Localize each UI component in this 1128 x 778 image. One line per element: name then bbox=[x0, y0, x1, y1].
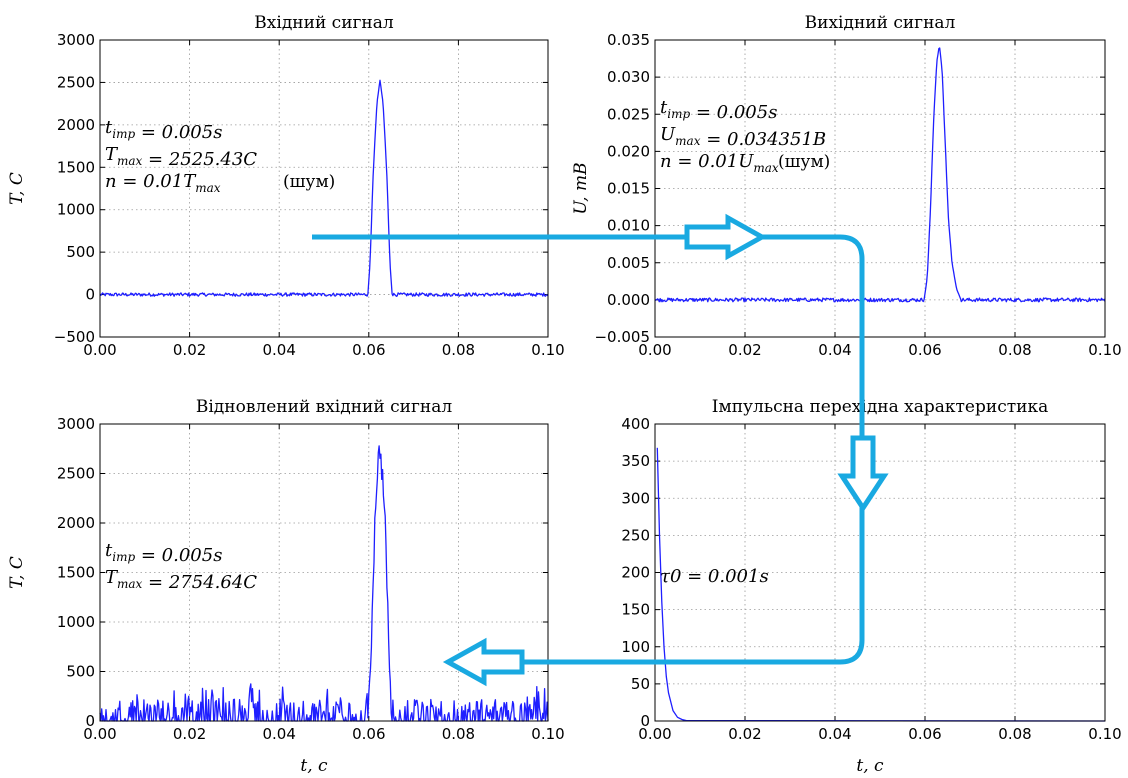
y-tick-label: 3000 bbox=[57, 31, 95, 49]
chart-title: Вхідний сигнал bbox=[254, 13, 394, 33]
y-tick-label: 1000 bbox=[57, 201, 95, 219]
x-tick-label: 0.08 bbox=[442, 341, 475, 359]
y-tick-label: 0.000 bbox=[607, 291, 650, 309]
x-tick-label: 0.04 bbox=[262, 725, 295, 743]
x-tick-label: 0.10 bbox=[1088, 725, 1121, 743]
y-tick-label: 0.010 bbox=[607, 217, 650, 235]
x-axis-label: t, c bbox=[300, 756, 328, 776]
y-tick-label: 350 bbox=[621, 452, 650, 470]
y-tick-label: 400 bbox=[621, 415, 650, 433]
y-tick-label: 0 bbox=[85, 712, 95, 730]
annotation: Tmax = 2754.64C bbox=[105, 567, 257, 593]
arrow-left-icon bbox=[442, 637, 525, 687]
y-axis-label: U, mB bbox=[571, 162, 591, 214]
y-tick-label: 250 bbox=[621, 526, 650, 544]
x-tick-label: 0.06 bbox=[352, 725, 385, 743]
y-tick-label: 0 bbox=[85, 286, 95, 304]
chart-title: Імпульсна перехідна характеристика bbox=[712, 397, 1048, 417]
plot-frame bbox=[99, 39, 549, 338]
y-tick-label: 200 bbox=[621, 564, 650, 582]
x-tick-label: 0.04 bbox=[818, 341, 851, 359]
x-tick-label: 0.06 bbox=[352, 341, 385, 359]
flow-arrows bbox=[312, 213, 889, 687]
y-tick-label: 300 bbox=[621, 489, 650, 507]
annotation: n = 0.01Tmax bbox=[105, 171, 221, 195]
x-tick-label: 0.04 bbox=[818, 725, 851, 743]
x-tick-label: 0.00 bbox=[638, 341, 671, 359]
x-tick-label: 0.06 bbox=[908, 341, 941, 359]
y-tick-label: 1000 bbox=[57, 613, 95, 631]
x-tick-label: 0.00 bbox=[83, 725, 116, 743]
chart-title: Вихідний сигнал bbox=[805, 13, 956, 33]
chart-title: Відновлений вхідний сигнал bbox=[196, 397, 452, 417]
y-tick-label: −500 bbox=[54, 328, 95, 346]
charts-layer: Вхідний сигнал 0.00 0.02 0.04 0.06 0.08 0.10 −5… bbox=[7, 13, 1122, 776]
y-tick-label: 500 bbox=[66, 243, 95, 261]
x-axis-label: t, c bbox=[856, 756, 884, 776]
x-tick-label: 0.08 bbox=[998, 341, 1031, 359]
y-tick-label: 150 bbox=[621, 601, 650, 619]
plot-frame bbox=[654, 39, 1106, 338]
x-tick-label: 0.02 bbox=[728, 341, 761, 359]
y-tick-label: 3000 bbox=[57, 415, 95, 433]
y-tick-label: 50 bbox=[631, 675, 650, 693]
noise-note: (шум) bbox=[778, 152, 830, 172]
chart-panel-1: Вхідний сигнал 0.00 0.02 0.04 0.06 0.08 0.10 −5… bbox=[7, 13, 565, 359]
x-tick-label: 0.06 bbox=[908, 725, 941, 743]
series-line bbox=[99, 79, 549, 297]
x-tick-label: 0.08 bbox=[998, 725, 1031, 743]
annotation: Tmax = 2525.43C bbox=[105, 144, 257, 170]
y-tick-label: 1500 bbox=[57, 158, 95, 176]
x-tick-label: 0.02 bbox=[173, 341, 206, 359]
y-tick-label: 2000 bbox=[57, 116, 95, 134]
plot-frame bbox=[654, 423, 1106, 722]
annotation: timp = 0.005s bbox=[105, 540, 222, 566]
noise-note: (шум) bbox=[283, 172, 335, 192]
series-line bbox=[654, 47, 1106, 303]
chart-panel-2: Вихідний сигнал 0.00 0.02 0.04 0.06 0.08 0.10 −… bbox=[571, 13, 1122, 359]
x-tick-label: 0.10 bbox=[1088, 341, 1121, 359]
chart-panel-3: Відновлений вхідний сигнал 0.00 0.02 0.04 0.… bbox=[7, 397, 565, 776]
y-tick-label: 0.025 bbox=[607, 105, 650, 123]
plot-frame bbox=[99, 423, 549, 722]
y-axis-label: T, C bbox=[7, 172, 27, 205]
y-tick-label: 2500 bbox=[57, 465, 95, 483]
x-tick-label: 0.00 bbox=[638, 725, 671, 743]
annotation: timp = 0.005s bbox=[105, 117, 222, 143]
arrow-down-icon bbox=[837, 435, 889, 513]
x-tick-label: 0.00 bbox=[83, 341, 116, 359]
series-line bbox=[656, 447, 1106, 722]
series-line bbox=[99, 445, 549, 722]
y-tick-label: 500 bbox=[66, 663, 95, 681]
y-tick-label: 0.035 bbox=[607, 31, 650, 49]
x-tick-label: 0.10 bbox=[531, 725, 564, 743]
annotation: timp = 0.005s bbox=[660, 97, 777, 123]
chart-panel-4: Імпульсна перехідна характеристика 0.00 0.… bbox=[621, 397, 1121, 776]
y-tick-label: 2000 bbox=[57, 514, 95, 532]
y-tick-label: 1500 bbox=[57, 564, 95, 582]
y-tick-label: 2500 bbox=[57, 73, 95, 91]
annotation: n = 0.01Umax bbox=[660, 151, 779, 175]
y-tick-label: 0.030 bbox=[607, 68, 650, 86]
x-tick-label: 0.10 bbox=[531, 341, 564, 359]
x-tick-label: 0.08 bbox=[442, 725, 475, 743]
y-tick-label: 0 bbox=[640, 712, 650, 730]
y-tick-label: 0.005 bbox=[607, 254, 650, 272]
y-tick-label: 0.015 bbox=[607, 180, 650, 198]
y-tick-label: −0.005 bbox=[594, 328, 650, 346]
annotation: τ0 = 0.001s bbox=[660, 566, 769, 587]
x-tick-label: 0.02 bbox=[728, 725, 761, 743]
x-tick-label: 0.02 bbox=[173, 725, 206, 743]
annotation: Umax = 0.034351B bbox=[660, 124, 826, 150]
y-tick-label: 100 bbox=[621, 638, 650, 656]
arrow-right-icon bbox=[684, 213, 768, 261]
y-axis-label: T, C bbox=[7, 556, 27, 589]
y-tick-label: 0.020 bbox=[607, 142, 650, 160]
x-tick-label: 0.04 bbox=[262, 341, 295, 359]
